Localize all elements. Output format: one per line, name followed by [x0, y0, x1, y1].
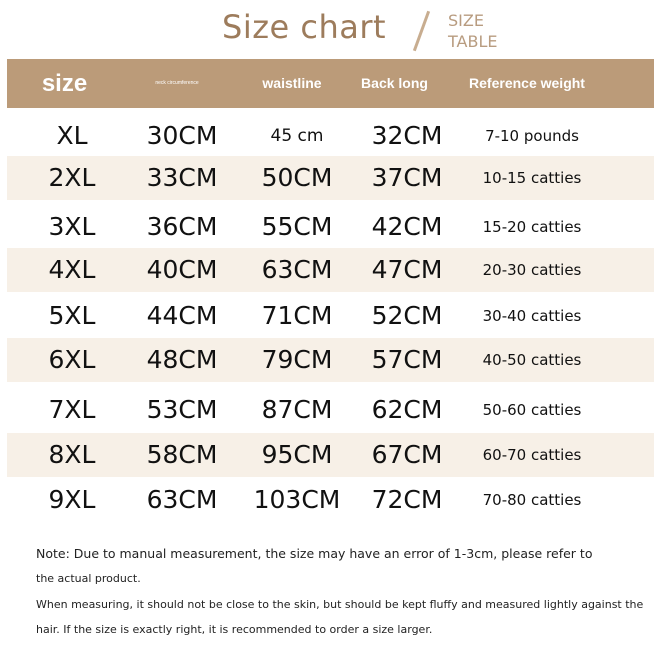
note-line: hair. If the size is exactly right, it i… [36, 623, 433, 636]
weight-cell: 10-15 catties [482, 169, 582, 187]
header-waistline: waistline [262, 75, 322, 91]
waistline-cell: 55CM [261, 212, 333, 241]
weight-cell: 70-80 catties [482, 491, 582, 509]
subtitle-line-2: TABLE [448, 32, 498, 51]
back-long-cell: 37CM [371, 163, 443, 192]
back-long-cell: 52CM [371, 301, 443, 330]
size-cell: 4XL [48, 255, 96, 284]
table-row: 7XL 53CM 87CM 62CM 50-60 catties [7, 388, 654, 432]
back-long-cell: 62CM [371, 395, 443, 424]
size-cell: 8XL [48, 440, 96, 469]
subtitle-line-1: SIZE [448, 11, 484, 30]
back-long-cell: 47CM [371, 255, 443, 284]
waistline-cell: 87CM [261, 395, 333, 424]
weight-cell: 50-60 catties [482, 401, 582, 419]
weight-cell: 30-40 catties [482, 307, 582, 325]
back-long-cell: 57CM [371, 345, 443, 374]
header-neck: neck circumference [155, 80, 199, 86]
size-cell: 6XL [48, 345, 96, 374]
table-row: 8XL 58CM 95CM 67CM 60-70 catties [7, 433, 654, 477]
header-back-long: Back long [361, 75, 428, 91]
weight-cell: 7-10 pounds [485, 127, 579, 145]
waistline-cell: 71CM [261, 301, 333, 330]
table-row: 3XL 36CM 55CM 42CM 15-20 catties [7, 205, 654, 249]
back-long-cell: 67CM [371, 440, 443, 469]
neck-cell: 53CM [146, 395, 218, 424]
table-row: 6XL 48CM 79CM 57CM 40-50 catties [7, 338, 654, 382]
note-line: the actual product. [36, 572, 141, 585]
size-cell: 3XL [48, 212, 96, 241]
waistline-cell: 45 cm [270, 126, 324, 146]
table-row: 2XL 33CM 50CM 37CM 10-15 catties [7, 156, 654, 200]
note-line: When measuring, it should not be close t… [36, 598, 644, 611]
back-long-cell: 72CM [371, 485, 443, 514]
size-cell: 2XL [48, 163, 96, 192]
neck-cell: 40CM [146, 255, 218, 284]
chart-title: Size chart [222, 8, 387, 46]
weight-cell: 60-70 catties [482, 446, 582, 464]
header-size: size [41, 70, 88, 97]
size-cell: 9XL [48, 485, 96, 514]
weight-cell: 15-20 catties [482, 218, 582, 236]
table-row: 9XL 63CM 103CM 72CM 70-80 catties [7, 478, 654, 522]
note-line: Note: Due to manual measurement, the siz… [36, 546, 593, 561]
table-row: 5XL 44CM 71CM 52CM 30-40 catties [7, 294, 654, 338]
back-long-cell: 32CM [371, 121, 443, 150]
size-cell: 7XL [48, 395, 96, 424]
size-cell: XL [56, 121, 88, 150]
table-header: size neck circumference waistline Back l… [7, 59, 654, 108]
back-long-cell: 42CM [371, 212, 443, 241]
waistline-cell: 63CM [261, 255, 333, 284]
waistline-cell: 95CM [261, 440, 333, 469]
neck-cell: 30CM [146, 121, 218, 150]
neck-cell: 36CM [146, 212, 218, 241]
table-row: XL 30CM 45 cm 32CM 7-10 pounds [7, 114, 654, 158]
neck-cell: 33CM [146, 163, 218, 192]
neck-cell: 44CM [146, 301, 218, 330]
chart-subtitle: SIZE TABLE [448, 10, 497, 52]
neck-cell: 58CM [146, 440, 218, 469]
divider-slash [412, 10, 431, 52]
neck-cell: 48CM [146, 345, 218, 374]
weight-cell: 40-50 catties [482, 351, 582, 369]
neck-cell: 63CM [146, 485, 218, 514]
waistline-cell: 50CM [261, 163, 333, 192]
waistline-cell: 79CM [261, 345, 333, 374]
header-reference-weight: Reference weight [469, 75, 585, 91]
weight-cell: 20-30 catties [482, 261, 582, 279]
waistline-cell: 103CM [253, 485, 341, 514]
size-cell: 5XL [48, 301, 96, 330]
table-row: 4XL 40CM 63CM 47CM 20-30 catties [7, 248, 654, 292]
